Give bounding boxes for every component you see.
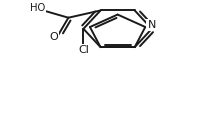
Text: Cl: Cl [78, 45, 89, 55]
Text: S: S [147, 20, 154, 30]
Text: O: O [50, 32, 58, 42]
Text: N: N [148, 20, 156, 30]
Text: HO: HO [30, 3, 45, 13]
